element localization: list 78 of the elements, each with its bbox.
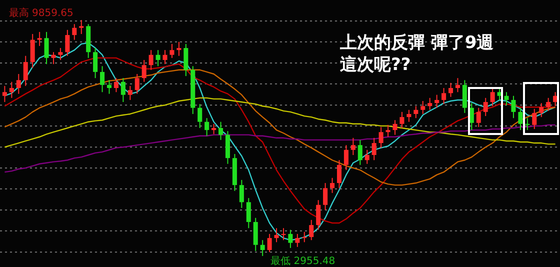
annotation: 上次的反彈 彈了9週 [339,33,494,53]
candlestick [511,95,516,119]
candlestick [378,126,384,148]
candlestick [490,88,495,107]
candlestick [302,231,307,243]
candlestick [218,121,224,140]
candlestick [267,233,272,253]
candlestick [134,73,140,94]
candlestick [364,149,370,164]
candlestick [128,85,132,100]
candlestick [37,31,42,46]
candlestick [239,179,244,208]
candlestick [546,97,551,112]
candlestick [30,34,35,68]
candlestick [539,102,544,118]
candlestick [16,73,21,94]
annotation: 這次呢?? [339,55,411,75]
candlestick [372,137,376,161]
candlestick [414,106,418,119]
candlestick [114,78,118,93]
candlestick [420,100,426,114]
candlestick [93,48,98,79]
candlestick [156,50,160,67]
candlestick [246,198,251,229]
candlestick [9,81,14,98]
candlestick [316,200,321,230]
candlestick [330,177,335,194]
candlestick [448,82,454,98]
candlestick [44,31,49,65]
candlestick [184,43,188,77]
candlestick [225,130,230,164]
candlestick [142,59,146,82]
candlestick [65,29,70,56]
candlestick [358,139,362,166]
candlestick [148,50,154,70]
candlestick [476,107,481,128]
candlestick [23,55,28,86]
candlestick [400,111,404,128]
candlestick [2,85,7,103]
candlestick [176,41,182,56]
candlestick [483,97,488,117]
candlestick [79,20,84,35]
annotation: 最高 9859.65 [8,7,74,20]
candlestick [100,66,105,93]
candlestick [428,97,432,110]
candlestick [281,228,286,241]
candlestick [525,118,530,131]
candlestick [212,123,216,135]
candlestick [162,50,168,65]
candlestick [518,107,523,131]
candlestick [253,217,258,252]
candlestick [350,137,356,156]
candlestick [392,120,398,136]
annotation: 最低 2955.48 [270,256,336,267]
candlestick [51,52,56,65]
candlestick [442,88,446,105]
candlestick [120,78,126,103]
candlestick [106,80,112,94]
candlestick [344,144,348,171]
candlestick [58,48,63,60]
candlestick [434,94,440,108]
candlestick [204,118,210,136]
candlestick [504,92,509,106]
candlestick [455,78,460,93]
candlestick [274,228,279,243]
candlestick [288,229,293,248]
candlestick [323,182,328,211]
candlestick [406,109,412,122]
candlestick [462,80,467,114]
candlestick [198,104,202,128]
candlestick [532,108,537,130]
candlestick [336,160,342,189]
candlestick [309,219,314,241]
candlestick [260,240,265,256]
candlestick [72,24,77,40]
candlestick [295,233,300,248]
candlestick [170,43,174,58]
candlestick [386,124,390,138]
